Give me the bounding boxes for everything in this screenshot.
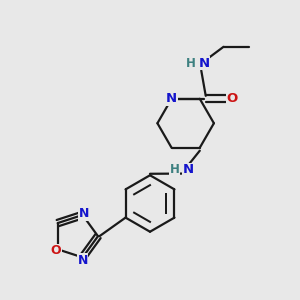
Text: H: H — [169, 164, 179, 176]
Text: N: N — [77, 254, 88, 267]
Text: H: H — [186, 57, 196, 70]
Text: O: O — [51, 244, 62, 257]
Text: O: O — [227, 92, 238, 105]
Text: N: N — [199, 57, 210, 70]
Text: N: N — [79, 207, 89, 220]
Text: N: N — [166, 92, 177, 105]
Text: N: N — [182, 164, 194, 176]
